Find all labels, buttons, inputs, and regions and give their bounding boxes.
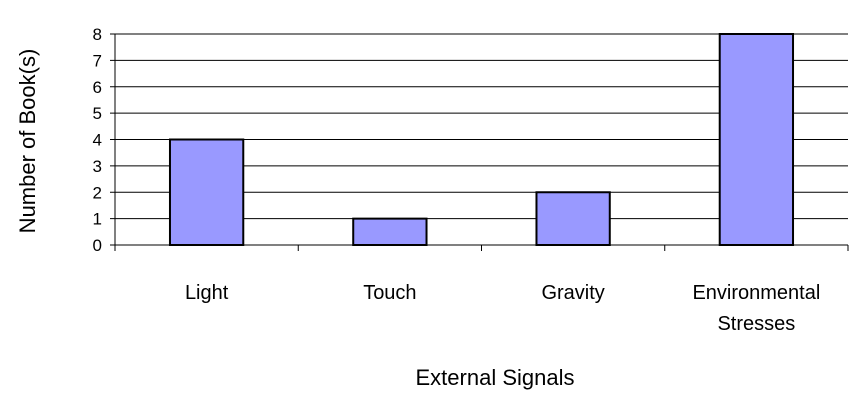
y-tick-label: 6 xyxy=(93,78,102,97)
y-axis-title: Number of Book(s) xyxy=(15,49,40,234)
x-axis-title: External Signals xyxy=(416,365,575,390)
x-category-labels: Light Touch Gravity Environmental Stresses xyxy=(185,282,820,335)
bars xyxy=(168,33,795,246)
x-category-label: Light xyxy=(185,282,229,304)
x-category-label: Stresses xyxy=(717,313,795,335)
y-tick-labels: 0 1 2 3 4 5 6 7 8 xyxy=(93,25,102,255)
bar xyxy=(168,138,245,246)
x-category-label: Gravity xyxy=(541,282,604,304)
y-tick-label: 3 xyxy=(93,157,102,176)
y-tick-label: 7 xyxy=(93,51,102,70)
bar xyxy=(535,191,611,246)
y-tick-label: 4 xyxy=(93,131,102,150)
bar xyxy=(352,217,428,246)
x-category-label: Environmental xyxy=(692,282,820,304)
bar xyxy=(718,33,795,246)
axes xyxy=(110,33,849,251)
y-tick-label: 5 xyxy=(93,104,102,123)
y-tick-label: 1 xyxy=(93,210,102,229)
x-category-label: Touch xyxy=(363,282,416,304)
y-tick-label: 2 xyxy=(93,183,102,202)
y-tick-label: 0 xyxy=(93,236,102,255)
y-tick-label: 8 xyxy=(93,25,102,44)
